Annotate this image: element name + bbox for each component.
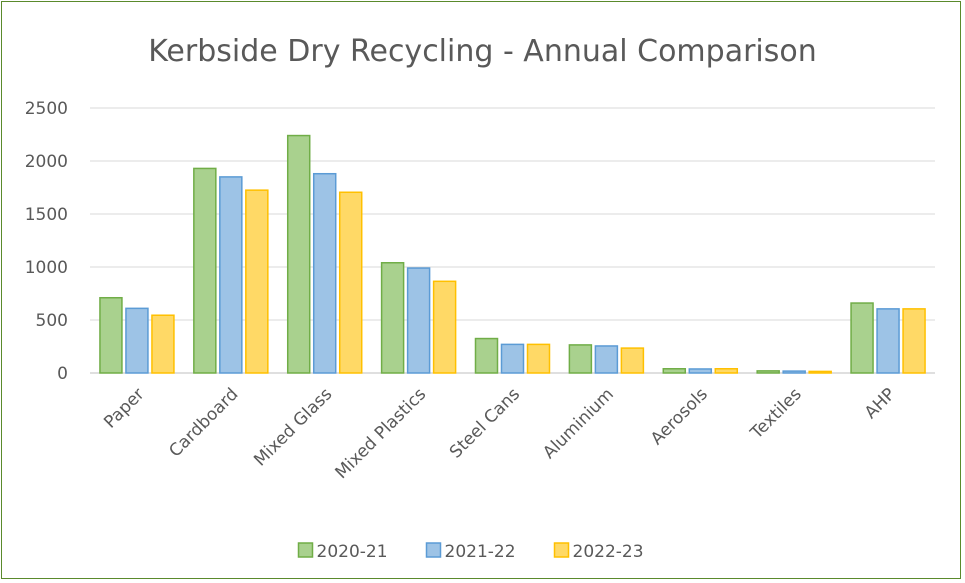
bar	[286, 134, 311, 374]
y-tick-label: 0	[57, 364, 68, 384]
bar	[219, 176, 243, 374]
bar	[662, 368, 687, 374]
bar	[782, 370, 806, 374]
y-tick-label: 2500	[25, 99, 68, 119]
bar	[568, 344, 593, 374]
bar	[714, 368, 739, 374]
legend-swatch	[553, 542, 570, 558]
legend-swatch	[297, 542, 314, 558]
bar	[620, 347, 645, 374]
x-tick-label: Mixed Glass	[250, 384, 336, 470]
bar	[406, 267, 431, 374]
bar	[193, 167, 217, 374]
bar	[151, 314, 175, 374]
bar	[99, 296, 123, 374]
bar	[526, 343, 551, 374]
x-tick-label: Steel Cans	[446, 384, 524, 462]
bar	[688, 368, 713, 374]
x-tick-label: Cardboard	[165, 384, 242, 461]
bar	[245, 189, 269, 374]
chart-title: Kerbside Dry Recycling - Annual Comparis…	[148, 34, 817, 69]
y-tick-label: 1500	[25, 205, 68, 225]
bar	[432, 280, 457, 374]
x-tick-label: Aluminium	[539, 384, 618, 463]
x-tick-label: Paper	[100, 384, 148, 432]
bar	[125, 307, 149, 374]
bars	[99, 134, 926, 374]
x-tick-label: Aerosols	[647, 384, 712, 449]
bar	[850, 302, 874, 374]
bar	[902, 308, 926, 374]
x-tick-label: AHP	[861, 384, 900, 423]
legend-label: 2020-21	[317, 542, 388, 562]
x-tick-label: Mixed Plastics	[332, 384, 431, 483]
bar	[876, 308, 900, 374]
gridlines	[90, 107, 935, 374]
bar	[380, 262, 405, 374]
y-axis-ticks: 0 500 1000 1500 2000 2500	[25, 99, 68, 384]
legend: 2020-21 2021-22 2022-23	[297, 542, 644, 562]
bar	[808, 370, 832, 374]
bar	[474, 337, 499, 374]
bar	[594, 345, 619, 374]
y-tick-label: 500	[36, 311, 68, 331]
bar	[500, 343, 525, 374]
bar	[338, 191, 363, 374]
y-tick-label: 2000	[25, 152, 68, 172]
bar	[312, 172, 337, 374]
legend-label: 2021-22	[445, 542, 516, 562]
x-tick-label: Textiles	[746, 384, 806, 444]
legend-swatch	[425, 542, 442, 558]
legend-label: 2022-23	[573, 542, 644, 562]
bar	[756, 370, 780, 374]
y-tick-label: 1000	[25, 258, 68, 278]
